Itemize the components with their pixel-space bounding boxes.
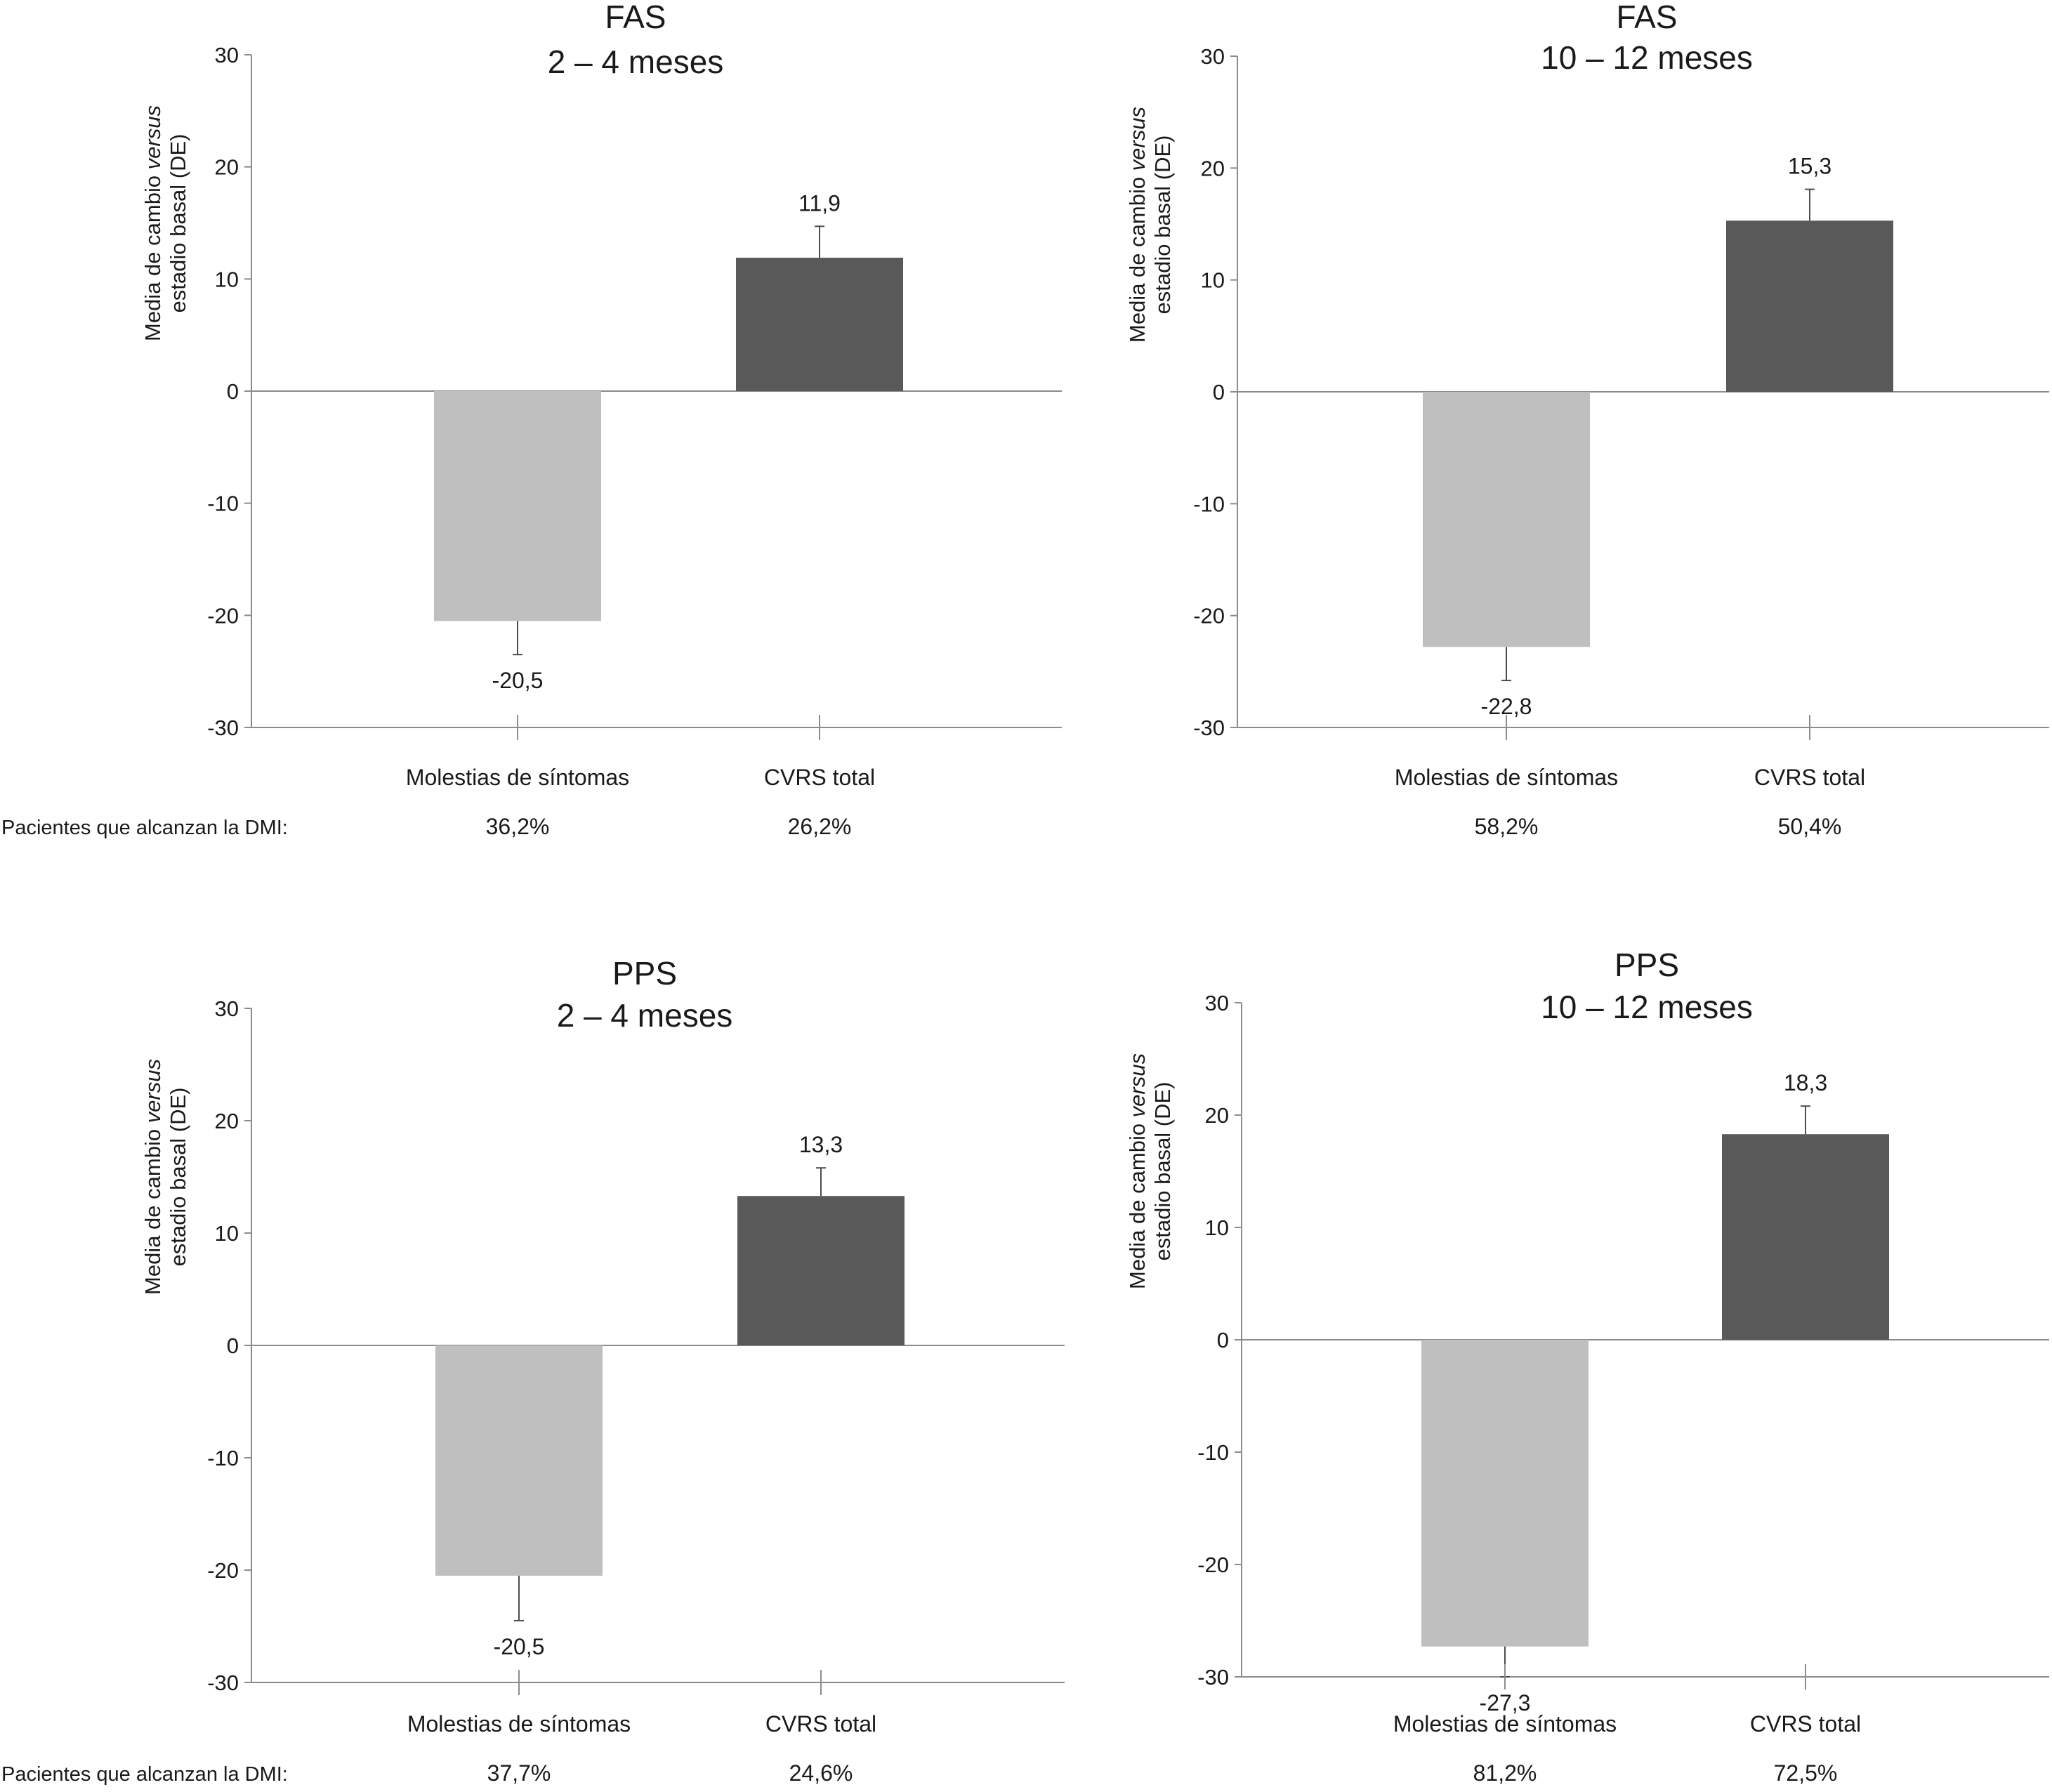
y-axis-title-italic: versus (140, 1059, 165, 1123)
y-tick-label: -30 (207, 1671, 239, 1695)
y-tick-label: 0 (1213, 380, 1225, 404)
y-tick-label: -10 (207, 1446, 239, 1470)
chart-title-line: FAS (1617, 0, 1678, 35)
y-axis-title-line2: estadio basal (DE) (166, 133, 190, 312)
bar-molestias (435, 1345, 603, 1576)
y-tick-label: 30 (215, 43, 239, 67)
dmi-percent-label: 24,6% (789, 1760, 853, 1786)
bar-value-label: 11,9 (798, 190, 841, 216)
y-tick-label: -30 (207, 716, 239, 740)
y-tick-label: -10 (1197, 1440, 1229, 1465)
y-tick-label: 10 (1201, 268, 1225, 293)
y-tick-label: 20 (215, 155, 239, 180)
chart-panel-2: FAS 10 – 12 meses 30 20 10 0 -10 -20 -30 Media de… (1125, 0, 2049, 839)
y-tick-label: 10 (215, 267, 239, 291)
y-axis-title-italic: versus (140, 105, 165, 169)
chart-title-line: 10 – 12 meses (1541, 989, 1753, 1025)
x-category-label: Molestias de síntomas (1395, 765, 1618, 790)
bar-value-label: -20,5 (494, 1634, 545, 1659)
y-tick-label: -20 (207, 603, 239, 628)
dmi-percent-label: 36,2% (486, 814, 550, 839)
chart-title-line: PPS (1614, 947, 1679, 983)
y-axis-title: Media de cambio versusestadio basal (DE) (1125, 107, 1175, 343)
x-category-label: Molestias de síntomas (406, 765, 629, 790)
dmi-percent-label: 58,2% (1475, 814, 1539, 839)
chart-title-line: FAS (605, 0, 666, 35)
x-category-label: Molestias de síntomas (1393, 1711, 1617, 1737)
y-tick-label: -20 (1197, 1553, 1229, 1577)
y-axis-title-part: Media de cambio (140, 169, 165, 341)
y-tick-label: -20 (1193, 604, 1225, 628)
x-category-label: CVRS total (765, 1711, 876, 1737)
y-tick-label: 20 (1205, 1103, 1229, 1128)
chart-title-line: PPS (612, 955, 677, 991)
bar-cvrs-total (1726, 220, 1893, 392)
dmi-percent-label: 50,4% (1778, 814, 1842, 839)
chart-title-line: 2 – 4 meses (548, 44, 724, 80)
y-tick-label: -10 (1193, 492, 1225, 516)
dmi-percent-label: 72,5% (1774, 1760, 1838, 1786)
bar-value-label: -20,5 (492, 668, 544, 693)
y-axis-title: Media de cambio versusestadio basal (DE) (140, 105, 190, 341)
bar-cvrs-total (737, 1196, 905, 1345)
bar-cvrs-total (736, 257, 903, 391)
chart-title-line: 2 – 4 meses (557, 997, 733, 1034)
y-axis-title: Media de cambio versusestadio basal (DE) (1125, 1053, 1175, 1289)
bar-value-label: 13,3 (799, 1132, 843, 1157)
y-axis-title-part: Media de cambio (1125, 171, 1150, 343)
y-axis-title-italic: versus (1125, 1053, 1150, 1117)
chart-title-line: 10 – 12 meses (1541, 39, 1753, 76)
bar-cvrs-total (1722, 1134, 1889, 1340)
y-tick-label: 0 (227, 1333, 239, 1358)
y-tick-label: 0 (1217, 1328, 1229, 1352)
chart-panel-3: PPS 2 – 4 meses 30 20 10 0 -10 -20 -30 Media de c… (1, 955, 1065, 1786)
dmi-percent-label: 37,7% (487, 1760, 551, 1786)
bar-molestias (434, 391, 601, 621)
y-axis-title-part: Media de cambio (1125, 1117, 1150, 1289)
y-tick-label: -30 (1193, 716, 1225, 740)
y-axis-title: Media de cambio versusestadio basal (DE) (140, 1059, 190, 1295)
y-tick-label: -30 (1197, 1665, 1229, 1689)
y-tick-label: -10 (207, 492, 239, 516)
bar-value-label: 18,3 (1784, 1070, 1827, 1095)
y-axis-title-line2: estadio basal (DE) (166, 1087, 190, 1266)
x-category-label: CVRS total (1754, 765, 1865, 790)
dmi-caption: Pacientes que alcanzan la DMI: (1, 1763, 288, 1786)
y-tick-label: 30 (1201, 44, 1225, 69)
bar-molestias (1423, 392, 1590, 647)
y-tick-label: -20 (207, 1558, 239, 1583)
y-tick-label: 30 (1205, 991, 1229, 1015)
y-axis-title-line2: estadio basal (DE) (1150, 135, 1175, 314)
dmi-caption: Pacientes que alcanzan la DMI: (1, 817, 288, 839)
y-tick-label: 0 (227, 379, 239, 404)
y-tick-label: 20 (215, 1109, 239, 1133)
chart-panel-1: FAS 2 – 4 meses 30 20 10 0 -10 -20 -30 Media de c… (1, 0, 1062, 839)
x-category-label: Molestias de síntomas (407, 1711, 631, 1737)
x-category-label: CVRS total (764, 765, 875, 790)
y-axis-title-line2: estadio basal (DE) (1150, 1081, 1175, 1260)
bar-value-label: -27,3 (1480, 1690, 1531, 1715)
dmi-percent-label: 26,2% (788, 814, 852, 839)
y-tick-label: 20 (1201, 156, 1225, 180)
y-tick-label: 30 (215, 996, 239, 1021)
y-axis-title-part: Media de cambio (140, 1123, 165, 1295)
y-axis-title-italic: versus (1125, 107, 1150, 171)
y-tick-label: 10 (215, 1221, 239, 1246)
dmi-percent-label: 81,2% (1473, 1760, 1537, 1786)
bar-value-label: 15,3 (1788, 154, 1831, 179)
chart-panel-4: PPS 10 – 12 meses 30 20 10 0 -10 -20 -30 Media de… (1125, 947, 2049, 1786)
y-tick-label: 10 (1205, 1215, 1229, 1240)
x-category-label: CVRS total (1750, 1711, 1861, 1737)
bar-molestias (1421, 1340, 1589, 1647)
